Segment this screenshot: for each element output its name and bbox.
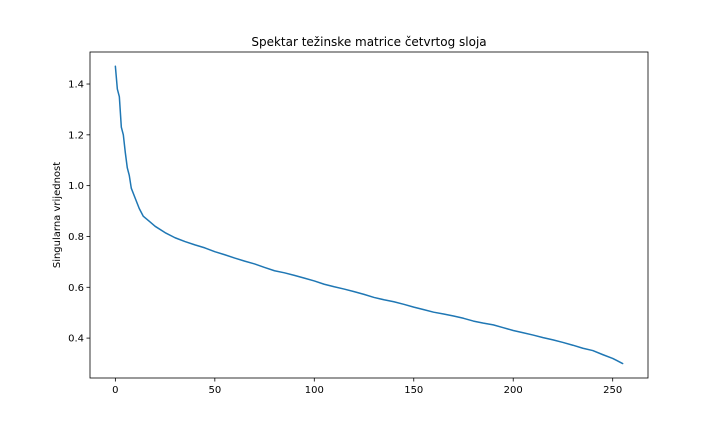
chart-title: Spektar težinske matrice četvrtog sloja xyxy=(251,35,486,49)
x-tick-label: 200 xyxy=(504,385,523,396)
singular-value-series-line xyxy=(114,65,624,365)
x-tick-label: 150 xyxy=(404,385,423,396)
plot-area xyxy=(90,52,648,378)
y-tick-label: 1.0 xyxy=(68,181,84,192)
x-tick-label: 250 xyxy=(603,385,622,396)
x-axis-ticks: 0 50 100 150 200 250 xyxy=(112,378,622,396)
y-tick-label: 0.6 xyxy=(68,283,84,294)
x-tick-label: 0 xyxy=(112,385,118,396)
y-axis-label: Singularna vrijednost xyxy=(52,162,63,268)
plot-frame xyxy=(89,51,649,379)
x-tick-label: 50 xyxy=(208,385,221,396)
y-tick-label: 1.2 xyxy=(68,130,84,141)
y-tick-label: 1.4 xyxy=(68,80,84,91)
y-tick-label: 0.4 xyxy=(68,334,84,345)
y-axis-ticks: 0.4 0.6 0.8 1.0 1.2 1.4 xyxy=(68,80,90,345)
y-tick-label: 0.8 xyxy=(68,232,84,243)
x-tick-label: 100 xyxy=(305,385,324,396)
